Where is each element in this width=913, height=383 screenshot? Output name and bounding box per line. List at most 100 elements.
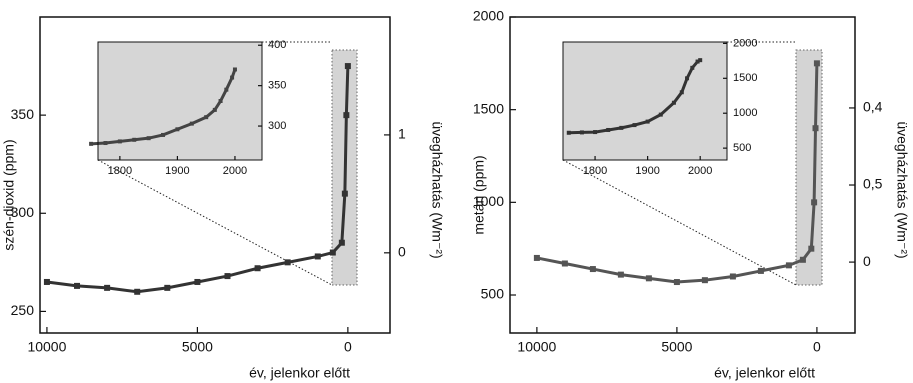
- x-tick-label: 10000: [517, 339, 556, 355]
- connector: [562, 159, 797, 286]
- y2-tick-label: 0: [398, 244, 406, 260]
- data-point: [606, 127, 611, 132]
- data-point: [74, 282, 81, 289]
- inset-x-tick-label: 2000: [223, 165, 247, 177]
- data-point: [43, 278, 50, 285]
- data-point: [645, 275, 652, 282]
- data-point: [343, 112, 350, 119]
- data-point: [254, 265, 261, 272]
- data-point: [338, 239, 345, 246]
- data-point: [579, 130, 584, 135]
- data-point: [224, 273, 231, 280]
- data-point: [224, 87, 229, 92]
- inset-y-tick-label: 1000: [733, 107, 757, 119]
- plot-frame: [509, 16, 856, 334]
- data-point: [671, 100, 676, 105]
- data-point: [811, 199, 818, 206]
- data-point: [230, 75, 235, 80]
- data-point: [813, 60, 820, 67]
- data-point: [690, 65, 695, 70]
- y-tick-label: 350: [11, 106, 35, 122]
- inset-frame: [97, 41, 263, 161]
- x-tick-label: 10000: [27, 339, 66, 355]
- data-point: [314, 253, 321, 260]
- data-point: [218, 99, 223, 103]
- data-point: [341, 190, 348, 197]
- y-tick-label: 500: [481, 286, 505, 302]
- data-point: [103, 141, 108, 146]
- data-point: [344, 63, 351, 70]
- data-point: [161, 132, 166, 137]
- inset-y-tick-label: 400: [268, 39, 286, 51]
- x-axis-label: év, jelenkor előtt: [249, 365, 350, 381]
- data-point: [329, 249, 336, 256]
- y-axis-label: metán (ppm): [471, 155, 487, 234]
- data-point: [189, 121, 194, 126]
- y-tick-label: 2000: [473, 8, 504, 24]
- data-point: [561, 260, 568, 267]
- inset-x-tick-label: 1800: [108, 165, 132, 177]
- data-point: [194, 278, 201, 285]
- data-point: [799, 256, 806, 263]
- inset-background: [563, 42, 727, 160]
- y2-axis-label: üvegházhatás (Wm⁻²): [894, 121, 910, 258]
- data-point: [533, 254, 540, 261]
- y2-axis-label: üvegházhatás (Wm⁻²): [429, 121, 445, 258]
- plot-frame: [39, 16, 391, 334]
- data-point: [619, 125, 624, 130]
- y2-tick-label: 0,4: [863, 99, 883, 115]
- data-point: [593, 130, 598, 135]
- inset-y-tick-label: 1500: [733, 72, 757, 84]
- data-point: [685, 76, 690, 81]
- data-point: [104, 284, 111, 291]
- data-point: [785, 262, 792, 269]
- data-point: [164, 284, 171, 291]
- x-tick-label: 0: [344, 339, 352, 355]
- inset-y-tick-label: 2000: [733, 37, 757, 49]
- inset-y-tick-label: 300: [268, 120, 286, 132]
- y-tick-label: 1500: [473, 100, 504, 116]
- inset-x-tick-label: 2000: [688, 165, 712, 177]
- inset-y-tick-label: 500: [733, 142, 751, 154]
- data-point: [632, 123, 637, 128]
- y-tick-label: 300: [11, 204, 35, 220]
- inset-frame: [562, 41, 728, 161]
- inset-x-tick-label: 1900: [165, 165, 189, 177]
- connector: [97, 159, 333, 286]
- x-axis-label: év, jelenkor előtt: [714, 365, 815, 381]
- data-point: [589, 266, 596, 273]
- data-point: [175, 127, 180, 132]
- data-point: [698, 58, 703, 63]
- data-point: [645, 119, 650, 124]
- data-point: [117, 139, 122, 144]
- y-tick-label: 1000: [473, 193, 504, 209]
- y-tick-label: 250: [11, 302, 35, 318]
- y-axis-label: szén-dioxid (ppm): [1, 139, 17, 250]
- data-point: [729, 273, 736, 280]
- x-tick-label: 0: [813, 339, 821, 355]
- data-point: [695, 59, 700, 64]
- y2-tick-label: 0,5: [863, 176, 883, 192]
- y2-tick-label: 0: [863, 253, 871, 269]
- data-point: [134, 288, 141, 295]
- data-point: [89, 141, 94, 146]
- inset-x-tick-label: 1800: [583, 165, 607, 177]
- x-tick-label: 5000: [661, 339, 692, 355]
- data-point: [812, 125, 819, 132]
- data-point: [204, 115, 209, 120]
- data-point: [701, 277, 708, 284]
- y2-tick-label: 1: [398, 126, 406, 142]
- chart-panel: 250 300 350 0 1 10000 5000 0 szén-dioxid (ppm) üv…: [1, 16, 445, 381]
- data-point: [679, 90, 684, 95]
- data-point: [658, 112, 663, 117]
- data-point: [132, 137, 137, 142]
- chart-panel: 500 1000 1500 2000 0,4 0,5 0 10000 5000 0 metán (p…: [471, 8, 911, 381]
- data-point: [673, 279, 680, 286]
- data-point: [566, 130, 571, 135]
- data-point: [808, 245, 815, 252]
- data-point: [617, 271, 624, 278]
- data-point: [212, 107, 217, 112]
- data-point: [284, 259, 291, 266]
- data-point: [757, 267, 764, 274]
